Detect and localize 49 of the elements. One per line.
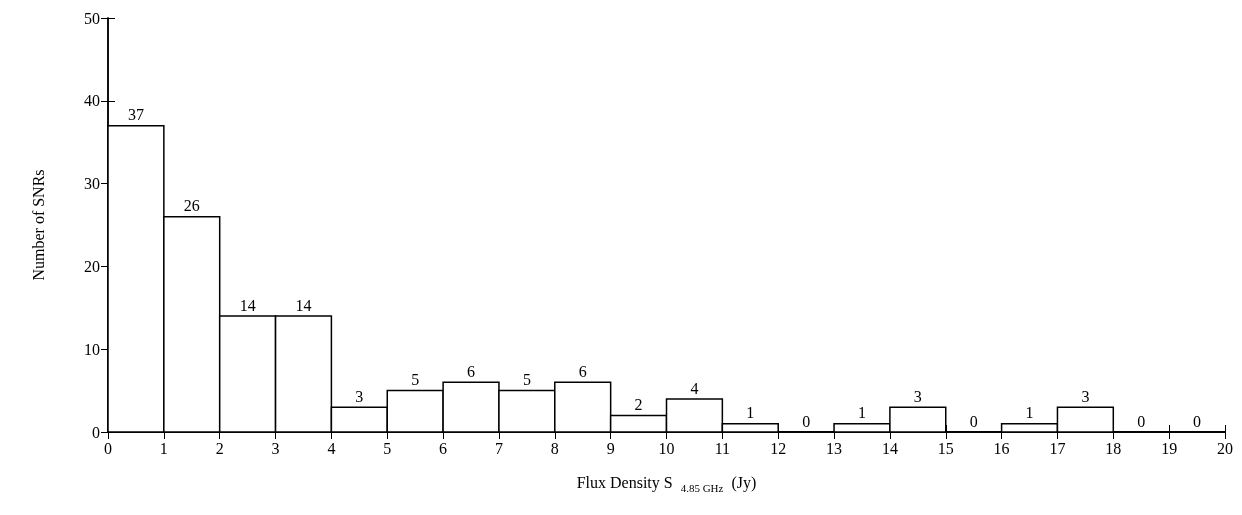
data-label: 5 [522, 371, 531, 389]
x-tick-label: 0 [104, 439, 112, 457]
x-tick-label: 8 [550, 439, 559, 457]
x-tick-label: 10 [658, 439, 675, 457]
data-label: 26 [183, 197, 200, 215]
x-tick-label: 12 [770, 439, 787, 457]
x-tick-label: 11 [714, 439, 731, 457]
x-tick-label: 4 [327, 439, 336, 457]
x-tick-label: 19 [1161, 439, 1178, 457]
x-tick-label: 14 [881, 439, 898, 457]
data-label: 6 [578, 363, 587, 381]
x-tick-label: 1 [159, 439, 168, 457]
x-tick-label: 7 [494, 439, 503, 457]
y-tick-label: 20 [84, 257, 100, 275]
x-tick-label: 15 [937, 439, 954, 457]
data-label: 37 [127, 106, 144, 124]
x-tick-label: 3 [271, 439, 280, 457]
x-tick-label: 5 [383, 439, 392, 457]
data-label: 1 [857, 404, 866, 422]
x-tick-label: 20 [1217, 439, 1233, 457]
data-label: 0 [969, 412, 978, 430]
x-tick-label: 13 [826, 439, 843, 457]
y-tick-label: 0 [92, 423, 100, 441]
data-label: 3 [913, 387, 922, 405]
data-label: 4 [690, 379, 699, 397]
data-label: 1 [746, 404, 755, 422]
data-label: 6 [467, 363, 476, 381]
data-label: 14 [239, 296, 256, 314]
x-tick-label: 18 [1105, 439, 1122, 457]
data-label: 5 [411, 371, 420, 389]
x-tick-label: 6 [439, 439, 448, 457]
y-tick-label: 50 [84, 9, 100, 27]
data-label: 0 [802, 412, 811, 430]
x-tick-label: 17 [1049, 439, 1066, 457]
x-tick-label: 2 [215, 439, 224, 457]
data-label: 0 [1193, 412, 1202, 430]
y-tick-label: 40 [84, 92, 100, 110]
x-axis-title: Flux Density S 4.85 GHz (Jy) [576, 474, 757, 494]
data-label: 14 [295, 296, 312, 314]
x-tick-label: 16 [993, 439, 1010, 457]
data-label: 2 [634, 396, 643, 414]
y-axis-title: Number of SNRs [29, 169, 47, 281]
data-label: 3 [355, 387, 364, 405]
x-tick-label: 9 [606, 439, 615, 457]
data-label: 1 [1025, 404, 1034, 422]
data-label: 0 [1137, 412, 1146, 430]
y-tick-label: 10 [84, 340, 100, 358]
y-tick-label: 30 [84, 175, 100, 193]
data-label: 3 [1081, 387, 1090, 405]
